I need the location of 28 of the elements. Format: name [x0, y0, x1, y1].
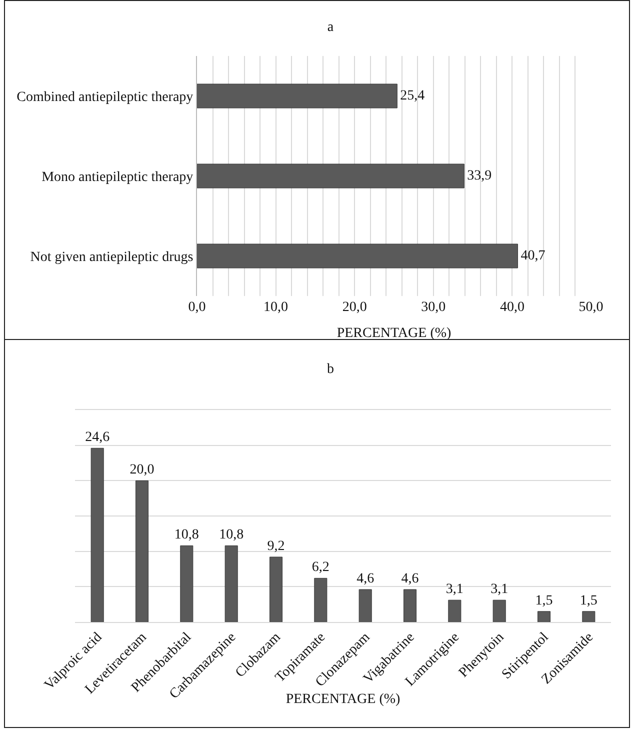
y-tick-label: Combined antiepileptic therapy — [16, 90, 194, 105]
x-axis-title: PERCENTAGE (%) — [336, 326, 452, 341]
data-label: 40,7 — [520, 248, 546, 264]
data-label: 9,2 — [267, 538, 285, 554]
data-label: 4,6 — [356, 571, 374, 586]
x-tick-label: 20,0 — [342, 300, 367, 315]
y-tick-label: Not given antiepileptic drugs — [30, 250, 194, 265]
data-label: 25,4 — [400, 88, 425, 104]
x-tick-label: 10,0 — [264, 300, 288, 315]
data-label: 1,5 — [580, 593, 598, 608]
x-tick-label: 50,0 — [578, 300, 604, 315]
x-axis-title: PERCENTAGE (%) — [286, 692, 401, 708]
data-label: 3,1 — [490, 582, 508, 598]
data-label: 4,6 — [401, 571, 419, 586]
data-label: 10,8 — [174, 528, 199, 543]
x-tick-label: 0,0 — [188, 300, 206, 315]
data-label: 3,1 — [446, 582, 464, 598]
x-tick-label: 40,0 — [500, 300, 524, 315]
chart-title: b — [327, 362, 334, 378]
chart-title: a — [327, 20, 334, 36]
data-label: 24,6 — [85, 430, 110, 446]
data-label: 10,8 — [219, 528, 244, 543]
data-label: 33,9 — [467, 168, 492, 184]
data-label: 6,2 — [312, 560, 330, 576]
x-tick-label: 30,0 — [421, 300, 446, 315]
y-tick-label: Mono antiepileptic therapy — [42, 170, 194, 185]
data-label: 1,5 — [535, 593, 553, 608]
data-label: 20,0 — [130, 462, 154, 478]
